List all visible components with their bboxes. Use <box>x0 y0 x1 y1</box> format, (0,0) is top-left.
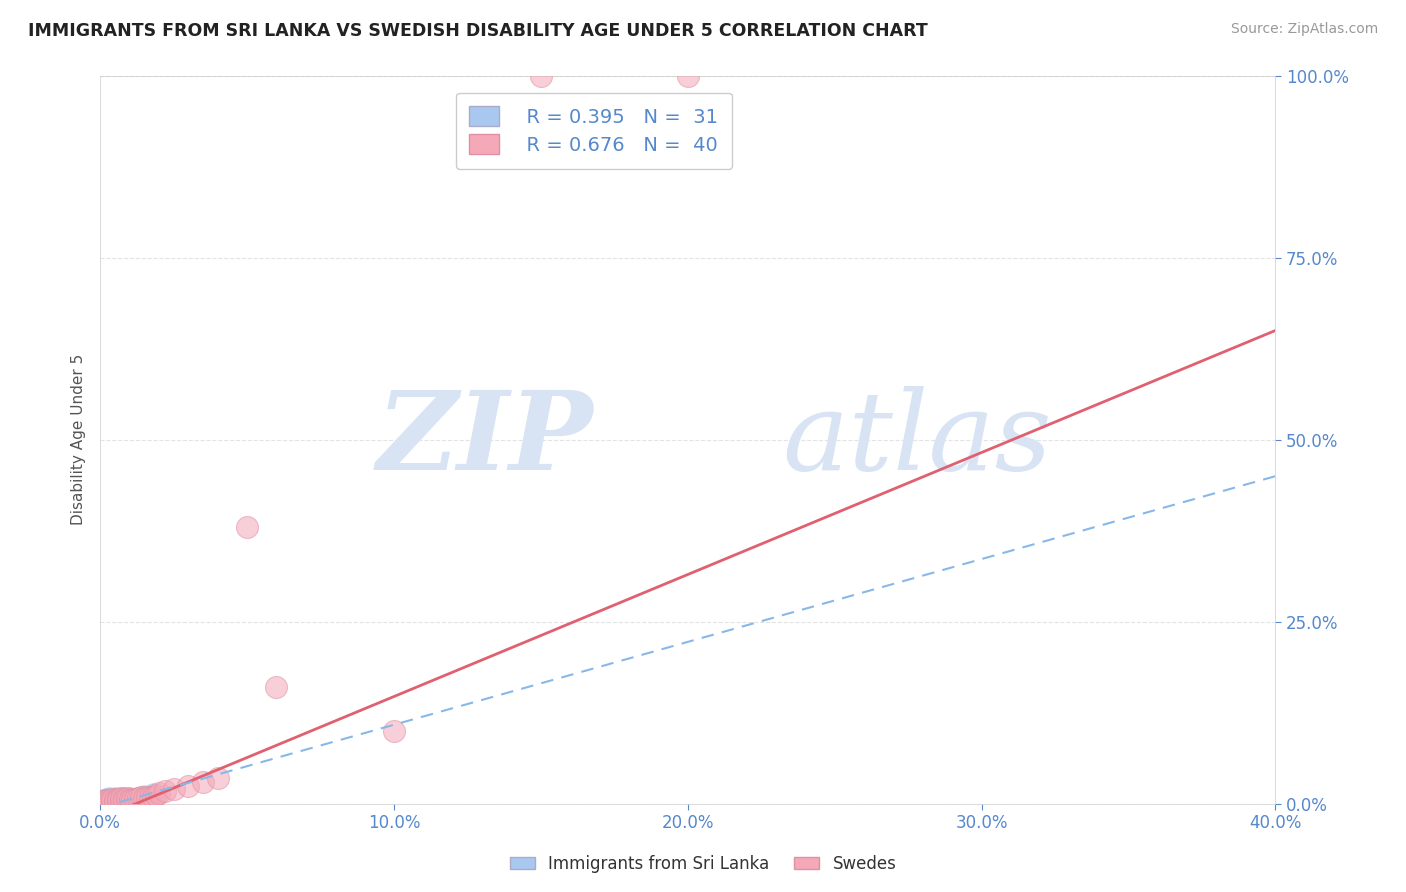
Point <box>112 789 135 804</box>
Point <box>101 791 124 805</box>
Point <box>94 794 117 808</box>
Point <box>110 790 132 805</box>
Point <box>191 775 214 789</box>
Point <box>94 793 117 807</box>
Point <box>134 791 156 805</box>
Point <box>93 792 115 806</box>
Point <box>94 795 117 809</box>
Point <box>104 792 127 806</box>
Point <box>127 791 149 805</box>
Point <box>91 794 114 808</box>
Point <box>121 792 143 806</box>
Point <box>96 793 118 807</box>
Point <box>142 786 165 800</box>
Point <box>107 793 129 807</box>
Point <box>115 793 138 807</box>
Point <box>207 772 229 786</box>
Point <box>101 792 124 806</box>
Point <box>148 786 170 800</box>
Point <box>124 792 146 806</box>
Point <box>110 791 132 805</box>
Point <box>93 793 115 807</box>
Point <box>101 793 124 807</box>
Point <box>129 790 152 805</box>
Point <box>266 681 288 695</box>
Point <box>145 789 167 803</box>
Point <box>115 792 138 806</box>
Point <box>110 793 132 807</box>
Point <box>142 789 165 804</box>
Point <box>110 794 132 808</box>
Point <box>104 789 127 804</box>
Point <box>118 792 141 806</box>
Point <box>177 779 200 793</box>
Point <box>104 792 127 806</box>
Point <box>107 791 129 805</box>
Point <box>104 794 127 808</box>
Legend: Immigrants from Sri Lanka, Swedes: Immigrants from Sri Lanka, Swedes <box>503 848 903 880</box>
Point <box>236 520 259 534</box>
Point <box>127 790 149 805</box>
Text: atlas: atlas <box>782 386 1052 493</box>
Point <box>153 784 176 798</box>
Point <box>162 782 184 797</box>
Point <box>118 792 141 806</box>
Point <box>97 795 120 809</box>
Point <box>118 793 141 807</box>
Point <box>97 792 120 806</box>
Point <box>97 790 120 805</box>
Point <box>107 794 129 808</box>
Point <box>139 790 162 805</box>
Point <box>118 789 141 804</box>
Point <box>94 792 117 806</box>
Y-axis label: Disability Age Under 5: Disability Age Under 5 <box>72 354 86 525</box>
Point <box>91 793 114 807</box>
Legend:   R = 0.395   N =  31,   R = 0.676   N =  40: R = 0.395 N = 31, R = 0.676 N = 40 <box>456 93 731 169</box>
Point <box>134 789 156 803</box>
Point <box>94 791 117 805</box>
Point <box>104 795 127 809</box>
Point <box>115 791 138 805</box>
Point <box>112 792 135 806</box>
Text: ZIP: ZIP <box>377 386 593 493</box>
Point <box>382 724 405 739</box>
Point <box>91 796 114 810</box>
Point <box>124 791 146 805</box>
Point <box>91 792 114 806</box>
Point <box>530 69 553 83</box>
Text: Source: ZipAtlas.com: Source: ZipAtlas.com <box>1230 22 1378 37</box>
Point <box>107 792 129 806</box>
Point <box>91 794 114 808</box>
Point <box>101 794 124 808</box>
Point <box>676 69 699 83</box>
Text: IMMIGRANTS FROM SRI LANKA VS SWEDISH DISABILITY AGE UNDER 5 CORRELATION CHART: IMMIGRANTS FROM SRI LANKA VS SWEDISH DIS… <box>28 22 928 40</box>
Point <box>97 792 120 806</box>
Point <box>112 792 135 806</box>
Point <box>90 795 112 809</box>
Point <box>97 794 120 808</box>
Point <box>136 789 159 804</box>
Point <box>112 793 135 807</box>
